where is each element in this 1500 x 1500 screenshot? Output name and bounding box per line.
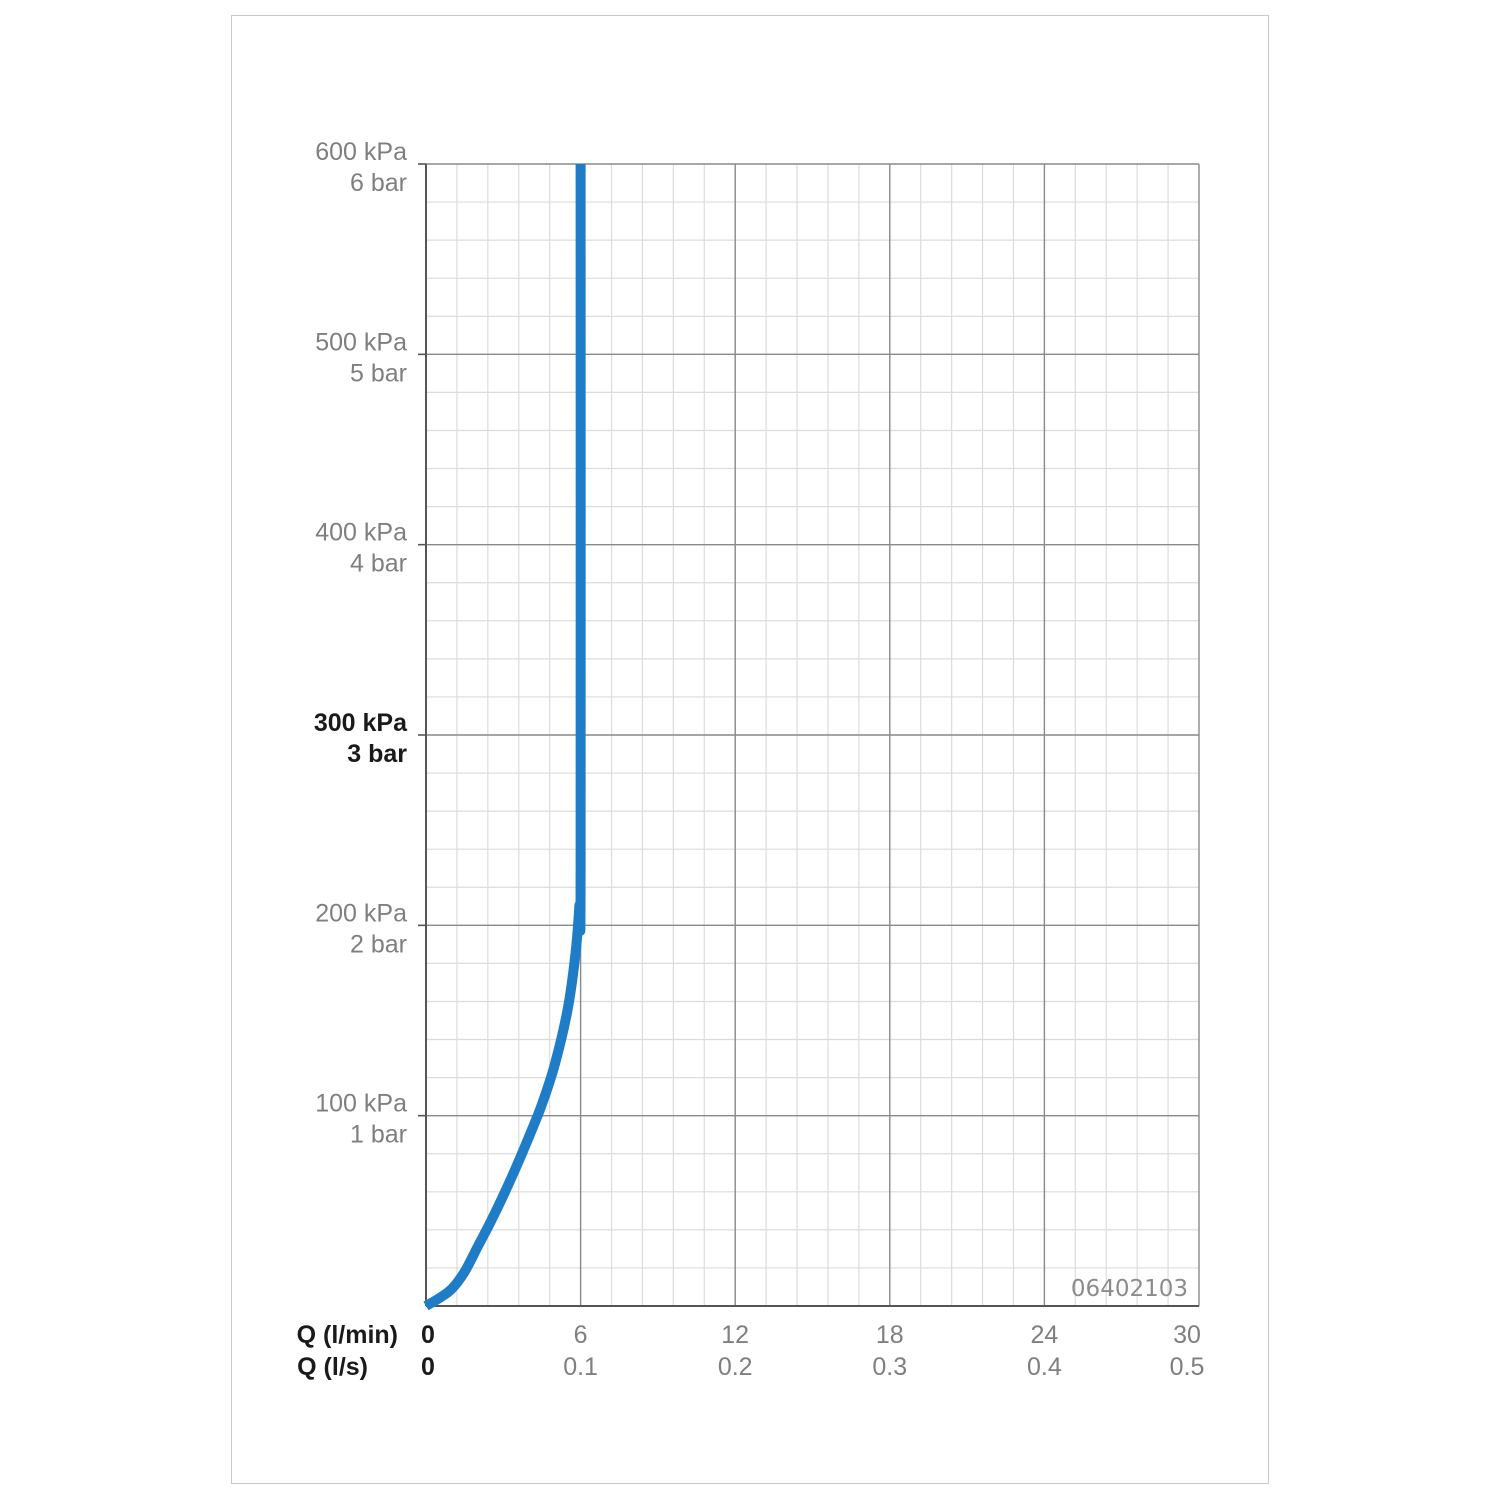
x-tick-label-lmin: 6	[574, 1321, 588, 1349]
x-tick-label-lmin: 0	[421, 1321, 435, 1349]
x-tick-label-lmin: 12	[721, 1321, 749, 1349]
x-tick-label-lmin: 24	[1030, 1321, 1058, 1349]
y-tick-label-kpa: 400 kPa	[315, 519, 407, 547]
drawing-code: 06402103	[1071, 1276, 1188, 1302]
y-tick-label-kpa: 200 kPa	[315, 899, 407, 927]
y-tick-label-bar: 5 bar	[350, 359, 407, 387]
x-tick-label-ls: 0	[421, 1353, 435, 1381]
x-tick-label-lmin: 18	[876, 1321, 904, 1349]
y-tick-label-kpa: 600 kPa	[315, 138, 407, 166]
y-tick-label-kpa: 500 kPa	[315, 328, 407, 356]
x-tick-label-ls: 0.3	[872, 1353, 907, 1381]
y-tick-label-bar: 4 bar	[350, 550, 407, 578]
flow-curve-line	[423, 163, 586, 1311]
x-tick-label-ls: 0.5	[1170, 1353, 1205, 1381]
x-axis-title-lmin: Q (l/min)	[297, 1321, 398, 1349]
y-tick-label-bar: 1 bar	[350, 1121, 407, 1149]
x-tick-label-ls: 0.4	[1027, 1353, 1062, 1381]
x-tick-labels: 0 0 6 0.1 12 0.2 18 0.3 24 0.4 30 0.5	[421, 1321, 1204, 1381]
y-tick-label-kpa: 100 kPa	[315, 1090, 407, 1118]
y-tick-label-kpa: 300 kPa	[314, 709, 408, 737]
x-tick-label-lmin: 30	[1173, 1321, 1201, 1349]
series-layer	[423, 163, 586, 1311]
x-axis-title-ls: Q (l/s)	[297, 1353, 368, 1381]
y-tick-label-bar: 3 bar	[347, 740, 407, 768]
x-tick-label-ls: 0.2	[718, 1353, 753, 1381]
x-tick-label-ls: 0.1	[563, 1353, 598, 1381]
y-tick-labels: 100 kPa 1 bar 200 kPa 2 bar 300 kPa 3 bar 400 …	[314, 138, 408, 1149]
y-tick-label-bar: 2 bar	[350, 930, 407, 958]
chart-card	[231, 15, 1269, 1484]
y-tick-label-bar: 6 bar	[350, 169, 407, 197]
axes	[425, 164, 1199, 1307]
